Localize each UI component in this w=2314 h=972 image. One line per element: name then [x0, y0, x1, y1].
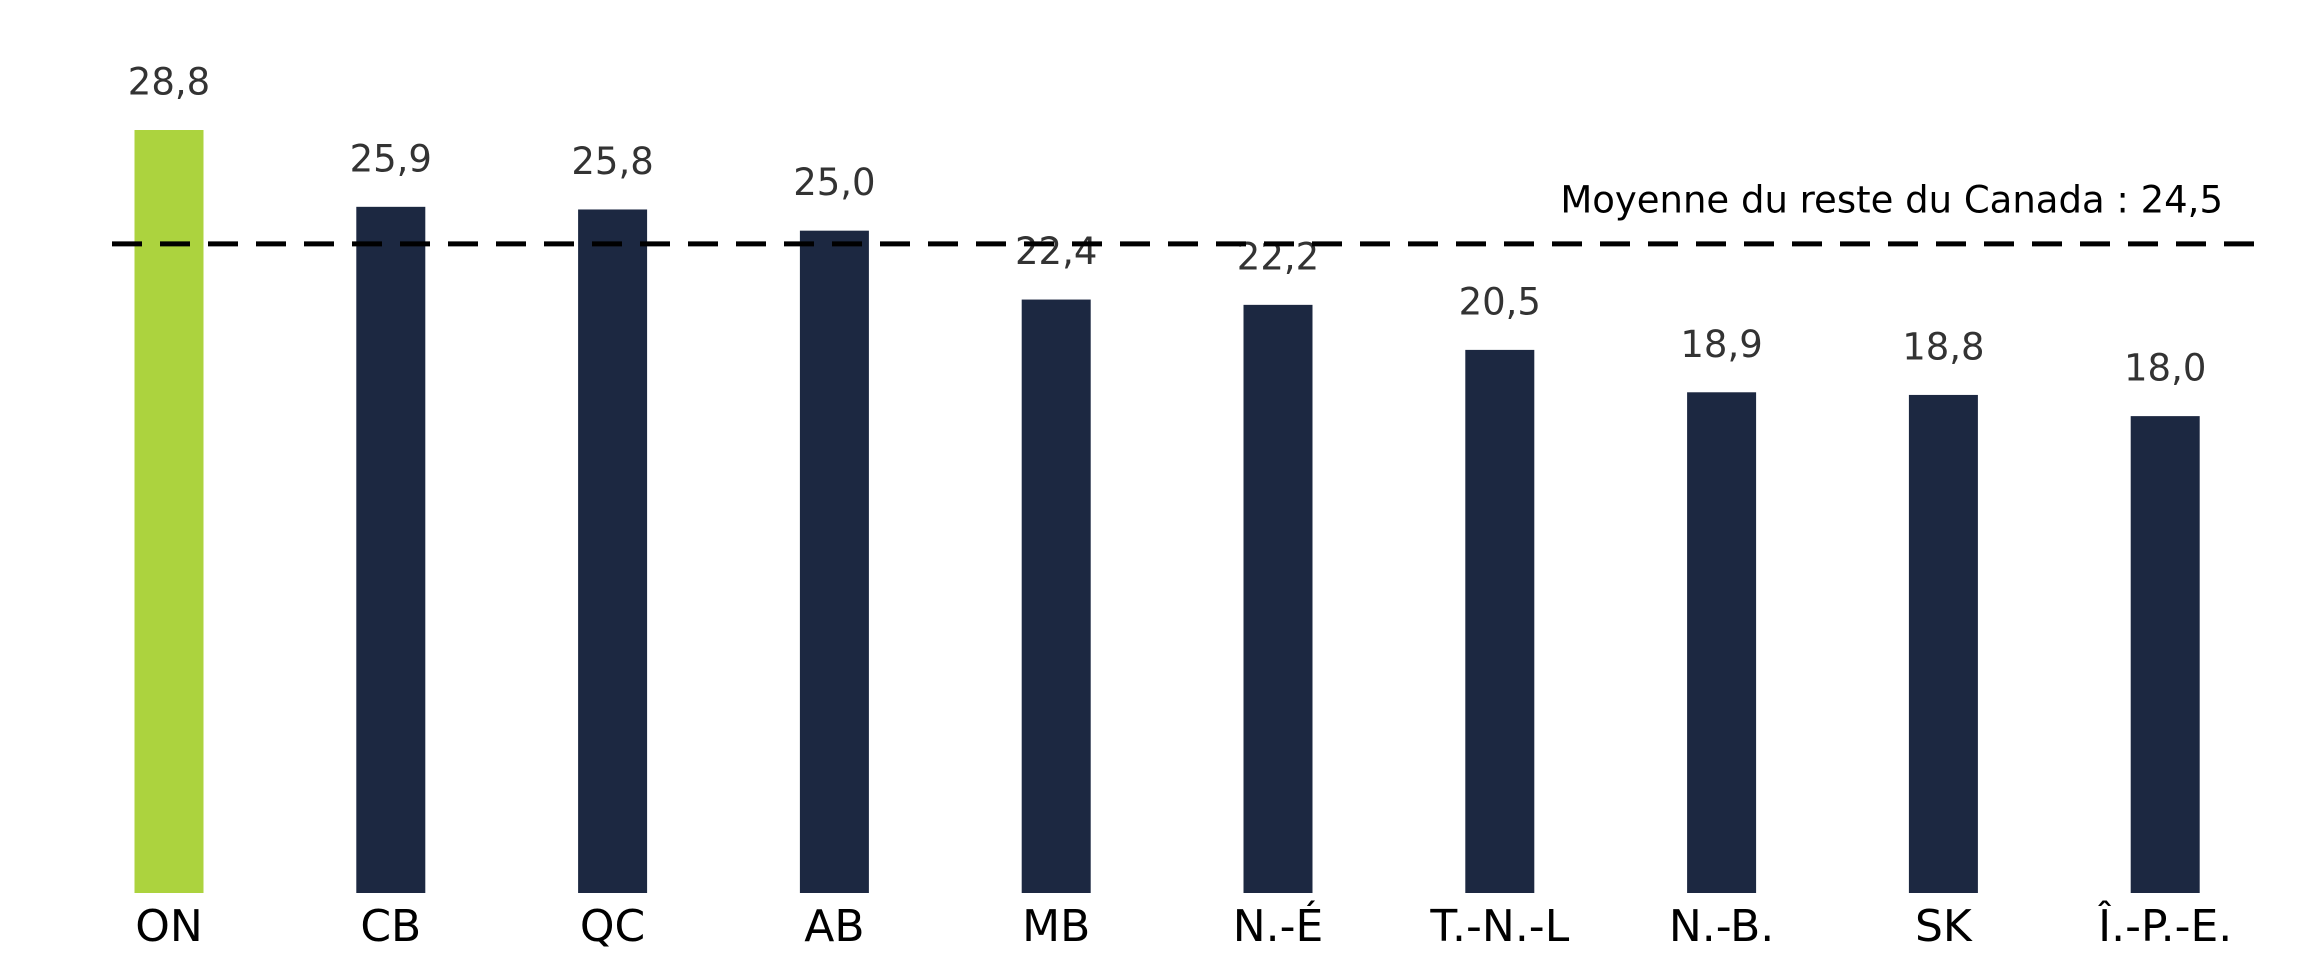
value-label: 25,9 [350, 137, 432, 180]
reference-label: Moyenne du reste du Canada : 24,5 [1560, 179, 2223, 222]
bar [1908, 394, 1978, 893]
x-tick-label: T.-N.-L [1429, 901, 1569, 952]
bar [1021, 299, 1091, 893]
x-tick-label: ON [135, 901, 203, 952]
bar [2130, 416, 2200, 893]
x-tick-label: MB [1022, 901, 1090, 952]
bar [134, 130, 204, 893]
x-tick-label: N.-B. [1669, 901, 1774, 952]
x-tick-label: AB [804, 901, 864, 952]
x-tick-label: QC [580, 901, 645, 952]
x-tick-label: SK [1915, 901, 1973, 952]
value-label: 18,8 [1902, 325, 1984, 368]
bar [799, 230, 869, 894]
value-label: 22,4 [1015, 230, 1097, 273]
value-label: 18,0 [2124, 347, 2206, 390]
x-tick-label: N.-É [1233, 899, 1324, 952]
value-label: 25,0 [793, 161, 875, 204]
value-label: 18,9 [1680, 323, 1762, 366]
bar [1243, 304, 1313, 894]
bar [356, 206, 426, 894]
bar [1687, 392, 1757, 893]
bar [578, 209, 648, 893]
bar [1465, 349, 1535, 894]
value-label: 25,8 [571, 140, 653, 183]
x-tick-label: CB [360, 901, 421, 952]
x-tick-label: Î.-P.-E. [2097, 899, 2232, 952]
value-label: 28,8 [128, 61, 210, 104]
value-label: 20,5 [1459, 280, 1541, 323]
